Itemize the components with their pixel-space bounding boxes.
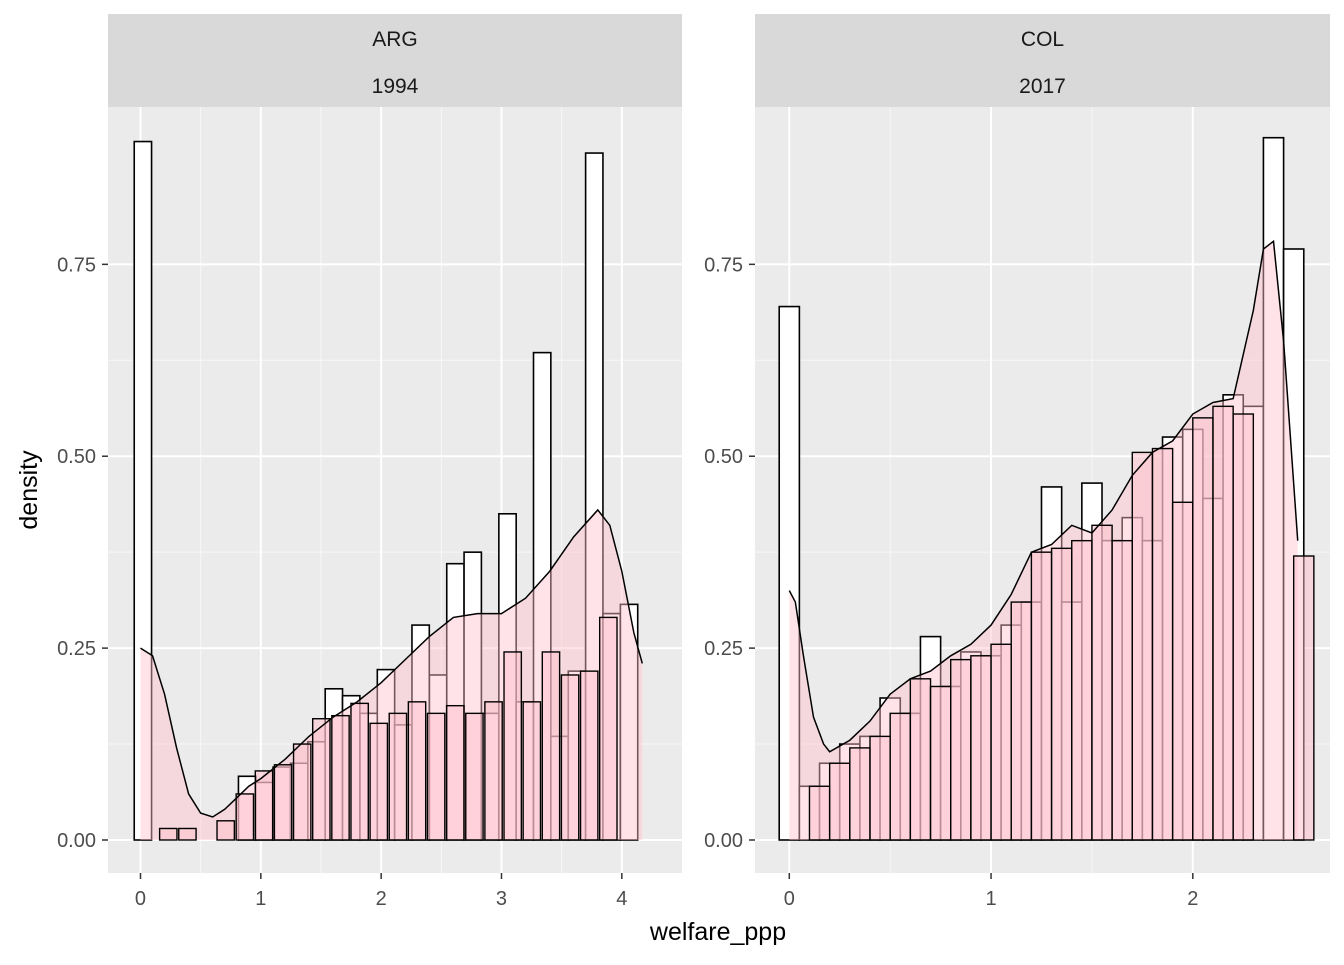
histogram-bar (1212, 405, 1234, 841)
x-tick-label: 2 (1187, 888, 1198, 910)
x-tick-label: 0 (784, 888, 795, 910)
plot-area (778, 136, 1315, 841)
histogram-bar (541, 651, 561, 841)
histogram-bar (598, 616, 618, 841)
histogram-bar (909, 678, 932, 841)
histogram-bar (1232, 413, 1255, 841)
y-axis-title: density (15, 450, 43, 530)
facet-strip-label: 2017 (1019, 75, 1066, 98)
y-tick-label: 0.50 (704, 446, 743, 468)
histogram-bar (1030, 551, 1053, 841)
histogram-bar (178, 827, 197, 841)
x-tick-label: 3 (496, 888, 507, 910)
x-tick-label: 1 (255, 888, 266, 910)
histogram-bar (1050, 547, 1073, 841)
histogram-bar (889, 712, 912, 841)
histogram-bar (426, 712, 446, 841)
histogram-bar (445, 704, 465, 841)
histogram-bar (1192, 417, 1214, 841)
histogram-bar (579, 670, 599, 841)
histogram-bar (778, 305, 801, 841)
histogram-bar (350, 702, 369, 841)
histogram-bar (990, 643, 1012, 841)
facet-strip (755, 14, 1330, 107)
histogram-bar (1091, 524, 1113, 841)
density-line (788, 239, 1299, 753)
x-tick-label: 4 (616, 888, 627, 910)
histogram-bar (970, 655, 992, 841)
histogram-bar (808, 785, 831, 841)
histogram-bar (560, 674, 580, 841)
histogram-bar (388, 712, 408, 841)
y-tick-label: 0.25 (704, 638, 743, 660)
plot-area (133, 140, 644, 841)
y-tick-label: 0.00 (704, 830, 743, 852)
histogram-bar (331, 714, 350, 841)
facet-strip-label: 1994 (372, 75, 419, 98)
histogram-bar (254, 770, 274, 841)
histogram-bar (465, 712, 484, 841)
facet-strip-label: ARG (372, 28, 418, 51)
histogram-bar (503, 651, 523, 841)
histogram-bar (1292, 555, 1315, 841)
x-tick-label: 0 (135, 888, 146, 910)
facet-panel-2: COL 2017 0 1 2 0.00 0.25 0.50 0.75 (704, 14, 1330, 910)
histogram-bar (369, 722, 389, 841)
x-axis-title: welfare_ppp (649, 918, 786, 946)
y-tick-label: 0.25 (57, 638, 96, 660)
histogram-bar (929, 685, 952, 841)
histogram-bar (407, 701, 427, 841)
histogram-bar (1071, 539, 1093, 841)
y-tick-label: 0.50 (57, 446, 96, 468)
y-tick-label: 0.00 (57, 830, 96, 852)
facet-strip-label: COL (1021, 28, 1064, 51)
density-line (140, 508, 644, 818)
histogram-bar (158, 827, 178, 841)
histogram-bar (273, 764, 293, 841)
histogram-bar (1010, 601, 1033, 841)
histogram-bar (849, 747, 871, 841)
histogram-bar (1131, 451, 1154, 841)
histogram-bar (869, 735, 891, 841)
facet-strip (108, 14, 682, 107)
histogram-bar (133, 140, 153, 841)
histogram-bar (311, 718, 331, 841)
facet-panel-1: ARG 1994 0 1 2 3 4 0.00 0.25 0.50 0.75 (57, 14, 682, 910)
histogram-bar (484, 701, 503, 841)
histogram-bar (235, 793, 255, 841)
histogram-bar (292, 743, 312, 841)
histogram-bar (950, 658, 972, 841)
histogram-bar (1171, 501, 1194, 841)
histogram-bar (828, 762, 851, 841)
y-tick-label: 0.75 (57, 254, 96, 276)
y-tick-label: 0.75 (704, 254, 743, 276)
histogram-bar (216, 820, 236, 841)
histogram-bar (1151, 447, 1174, 841)
x-tick-label: 2 (376, 888, 387, 910)
histogram-bar (522, 701, 542, 841)
x-tick-label: 1 (985, 888, 996, 910)
histogram-bar (1111, 539, 1133, 841)
